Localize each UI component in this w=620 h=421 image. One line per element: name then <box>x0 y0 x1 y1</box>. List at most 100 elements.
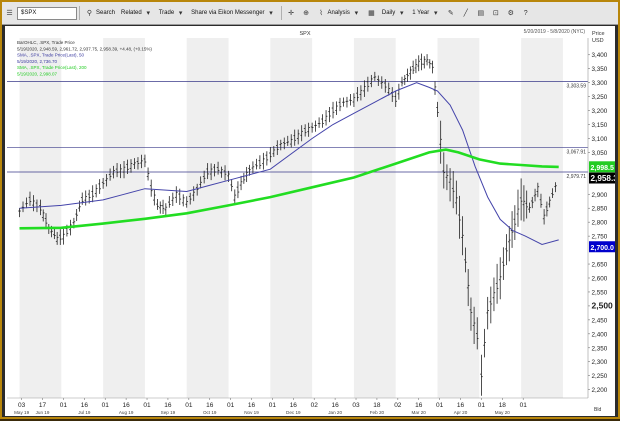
price-tag-label: 2,700.0 <box>591 245 614 252</box>
table-icon: ▤ <box>477 9 485 17</box>
ohlc-bar <box>105 174 108 187</box>
search-button[interactable]: ⚲ Search <box>82 5 118 21</box>
ohlc-bars <box>18 53 557 396</box>
ohlc-bar <box>472 306 476 345</box>
time-month-label: Aug 19 <box>119 410 134 415</box>
ohlc-bar <box>75 208 78 222</box>
ohlc-bar <box>58 229 62 245</box>
price-axis[interactable]: 2,200 2,250 2,300 2,350 2,400 2,450 2,500 2,550… <box>587 38 613 398</box>
month-band <box>186 38 229 398</box>
ohlc-bar <box>168 196 171 208</box>
ohlc-bar <box>91 185 94 203</box>
ohlc-bar <box>321 114 324 128</box>
pencil-button[interactable]: ✎ <box>443 5 458 21</box>
share-label: Share via Eikon Messenger <box>191 10 265 16</box>
related-label: Related <box>121 10 142 16</box>
related-button[interactable]: Related ▾ <box>118 5 156 21</box>
chevron-down-icon: ▾ <box>178 9 183 17</box>
ohlc-bar <box>502 247 505 280</box>
ohlc-bar <box>153 189 156 206</box>
ohlc-bar <box>115 162 119 178</box>
ohlc-bar <box>279 139 283 151</box>
price-chart-svg[interactable]: 3,303.59 3,067.91 2,979.71 2,200 2,250 2,300… <box>5 26 618 416</box>
analysis-icon: ⌇ <box>319 9 323 17</box>
ohlc-bar <box>422 56 426 69</box>
time-tick-label: 16 <box>164 402 172 409</box>
range-dropdown[interactable]: 1 Year ▾ <box>409 5 443 21</box>
price-tags: 2,998.5 2,958.3 2,700.0 <box>589 161 618 253</box>
ohlc-bar <box>307 122 310 137</box>
layout-button[interactable]: ▦ <box>364 5 379 21</box>
reference-line-label: 3,303.59 <box>567 84 587 90</box>
ohlc-bar <box>469 297 473 331</box>
ohlc-bar <box>119 164 122 179</box>
price-tick-label: 2,550 <box>592 289 608 296</box>
share-button[interactable]: Share via Eikon Messenger ▾ <box>188 5 278 21</box>
time-tick-label: 01 <box>102 402 110 409</box>
toolbar-divider <box>280 6 282 20</box>
trade-button[interactable]: Trade ▾ <box>156 5 188 21</box>
corner-label: Bld <box>594 407 601 413</box>
help-icon: ? <box>523 9 528 17</box>
price-tag-label: 2,998.5 <box>591 165 614 172</box>
ohlc-bar <box>213 164 216 177</box>
ohlc-bar <box>409 66 412 80</box>
chevron-down-icon: ▾ <box>354 9 359 17</box>
ohlc-bar <box>495 263 499 304</box>
ohlc-bar <box>483 328 486 358</box>
help-button[interactable]: ? <box>518 5 533 21</box>
ohlc-bar <box>272 146 276 157</box>
ohlc-bar <box>181 194 185 207</box>
draw-line-button[interactable]: ╱ <box>458 5 473 21</box>
menu-button[interactable]: ☰ <box>2 5 17 21</box>
ohlc-bar <box>445 164 449 191</box>
month-band <box>437 38 480 398</box>
chevron-down-icon: ▾ <box>399 9 404 17</box>
ohlc-bar <box>265 151 269 166</box>
price-tag <box>589 172 615 184</box>
price-tick-label: 3,050 <box>592 150 608 157</box>
interval-dropdown[interactable]: Daily ▾ <box>379 5 409 21</box>
ohlc-bar <box>112 165 115 179</box>
symbol-input[interactable]: $SPX <box>17 6 77 20</box>
ohlc-bar <box>480 354 483 396</box>
ohlc-bar <box>310 122 314 133</box>
ohlc-bar <box>209 163 213 181</box>
ohlc-bar <box>548 196 551 208</box>
time-tick-label: 16 <box>457 402 465 409</box>
price-tag <box>589 241 615 253</box>
range-label: 1 Year <box>412 10 430 16</box>
analysis-button[interactable]: ⌇ Analysis ▾ <box>314 5 364 21</box>
sma50-line <box>19 82 559 246</box>
ohlc-bar <box>525 190 528 219</box>
ohlc-bar <box>417 55 421 72</box>
price-chart[interactable]: 3,303.59 3,067.91 2,979.71 2,200 2,250 2,300… <box>5 26 618 416</box>
ohlc-bar <box>202 170 206 184</box>
sma200-line <box>19 148 559 230</box>
zoom-button[interactable]: ⊕ <box>299 5 314 21</box>
ohlc-bar <box>18 207 21 218</box>
ohlc-bar <box>328 106 331 123</box>
chevron-down-icon: ▾ <box>146 9 150 17</box>
price-tick-label: 2,650 <box>592 262 608 269</box>
ohlc-bar <box>335 101 338 116</box>
time-tick-label: 16 <box>332 402 340 409</box>
table-button[interactable]: ▤ <box>473 5 488 21</box>
ohlc-bar <box>414 58 418 74</box>
price-tick-label: 2,850 <box>592 206 608 213</box>
ohlc-bar <box>98 179 101 194</box>
ohlc-bar <box>377 75 380 86</box>
ohlc-bar <box>28 191 32 206</box>
ohlc-bar <box>397 83 401 100</box>
ohlc-bar <box>78 200 81 212</box>
legend-line: SMA, .SPX, Trade Price(Last), 50 <box>17 53 85 58</box>
lock-button[interactable]: ⊡ <box>488 5 503 21</box>
price-tick-label: 2,250 <box>592 373 608 380</box>
ohlc-bar <box>262 152 265 170</box>
crosshair-button[interactable]: ✛ <box>284 5 299 21</box>
settings-button[interactable]: ⚙ <box>503 5 518 21</box>
ohlc-bar <box>44 213 48 230</box>
